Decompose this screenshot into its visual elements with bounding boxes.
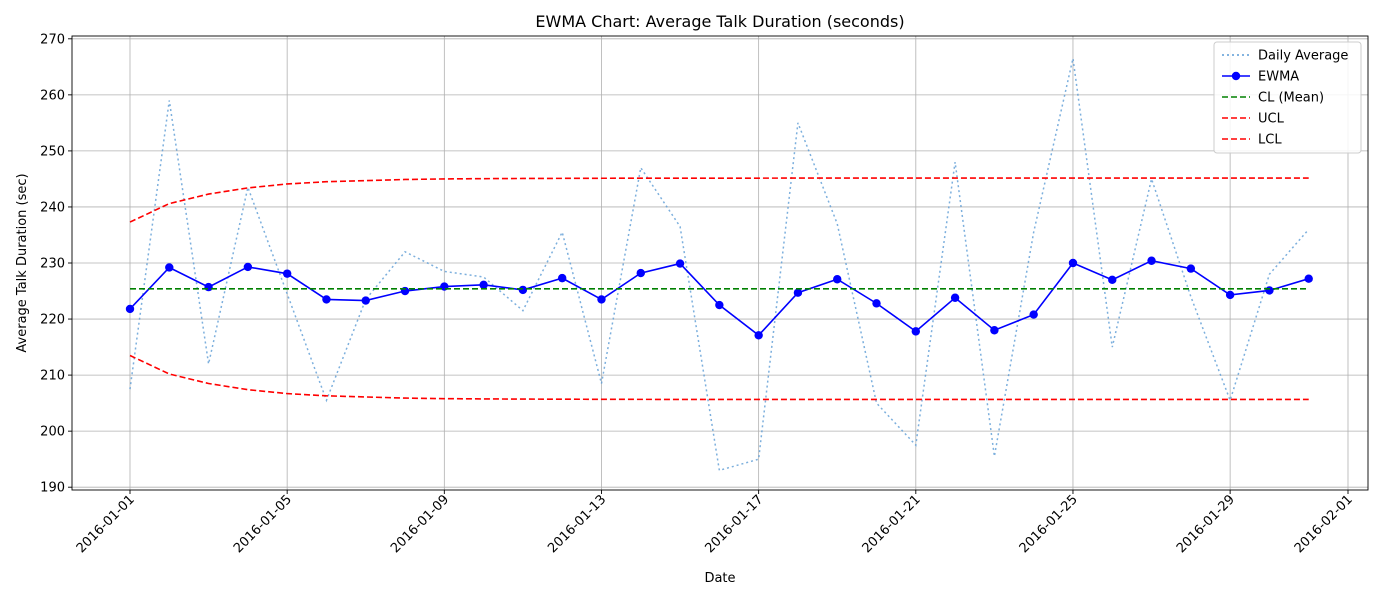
x-axis-title: Date (704, 571, 735, 586)
legend: Daily Average EWMA CL (Mean) UCL LCL (1213, 41, 1362, 154)
ewma-point (1225, 290, 1235, 300)
x-tick-label: 2016-01-09 (388, 492, 452, 556)
legend-item: EWMA (1222, 70, 1299, 85)
ewma-point (1186, 264, 1196, 273)
x-tick-label: 2016-02-01 (1292, 492, 1356, 556)
ewma-point (165, 263, 174, 272)
ewma-point (1029, 310, 1038, 319)
ewma-point (557, 273, 567, 283)
chart-title: EWMA Chart: Average Talk Duration (secon… (535, 12, 904, 31)
y-tick-label: 210 (40, 369, 65, 384)
y-tick-label: 260 (40, 88, 65, 103)
ewma-point (1068, 258, 1078, 268)
ewma-point (518, 285, 528, 295)
y-tick-label: 200 (40, 425, 65, 440)
legend-item: Daily Average (1222, 49, 1348, 64)
ewma-point (872, 299, 881, 308)
x-tick-label: 2016-01-25 (1017, 492, 1081, 556)
ewma-point (322, 295, 331, 304)
plot-area: 190 200 210 220 230 240 250 260 270 2016-01-01 201… (40, 32, 1369, 556)
legend-item: CL (Mean) (1222, 91, 1324, 106)
x-tick-label: 2016-01-13 (545, 492, 609, 556)
series-line-daily-average (129, 58, 1310, 472)
legend-item: UCL (1222, 112, 1285, 127)
ewma-point (675, 259, 685, 268)
legend-label: CL (Mean) (1258, 91, 1324, 106)
series-line-lcl (129, 354, 1309, 401)
ewma-point (361, 296, 370, 305)
x-tick-label: 2016-01-05 (231, 492, 295, 556)
ewma-point (950, 293, 960, 302)
ewma-point (282, 269, 292, 278)
ewma-point (1265, 286, 1274, 295)
y-axis-title: Average Talk Duration (sec) (15, 173, 30, 352)
y-tick-label: 230 (40, 257, 65, 272)
x-tick-label: 2016-01-21 (860, 492, 924, 556)
y-tick-label: 190 (40, 481, 65, 496)
ewma-point (1108, 275, 1117, 285)
ewma-point (597, 295, 606, 304)
ewma-point (715, 300, 724, 310)
ewma-point (754, 331, 763, 340)
legend-label: LCL (1258, 133, 1282, 148)
ewma-point (793, 288, 803, 297)
legend-item: LCL (1222, 133, 1282, 148)
x-tick-label: 2016-01-01 (74, 492, 138, 556)
x-tick-label: 2016-01-17 (702, 492, 766, 556)
ewma-point (911, 327, 921, 336)
legend-marker (1231, 71, 1241, 81)
y-tick-label: 220 (40, 313, 65, 328)
ewma-point (1304, 274, 1313, 283)
y-tick-label: 240 (40, 200, 65, 215)
ewma-point (990, 326, 999, 335)
ewma-point (1147, 256, 1156, 265)
ewma-point (636, 268, 645, 278)
ewma-point (479, 280, 488, 290)
legend-label: EWMA (1258, 70, 1299, 85)
legend-label: UCL (1258, 112, 1285, 127)
y-tick-label: 270 (40, 32, 65, 47)
x-tick-label: 2016-01-29 (1174, 492, 1238, 556)
ewma-point (204, 282, 213, 292)
ewma-point (125, 304, 135, 314)
ewma-point (243, 262, 253, 272)
series-line-ucl (129, 177, 1309, 223)
series-line-ewma (129, 259, 1309, 337)
legend-box (1213, 41, 1362, 154)
legend-label: Daily Average (1258, 49, 1348, 64)
ewma-point (833, 275, 842, 284)
y-tick-label: 250 (40, 144, 65, 159)
